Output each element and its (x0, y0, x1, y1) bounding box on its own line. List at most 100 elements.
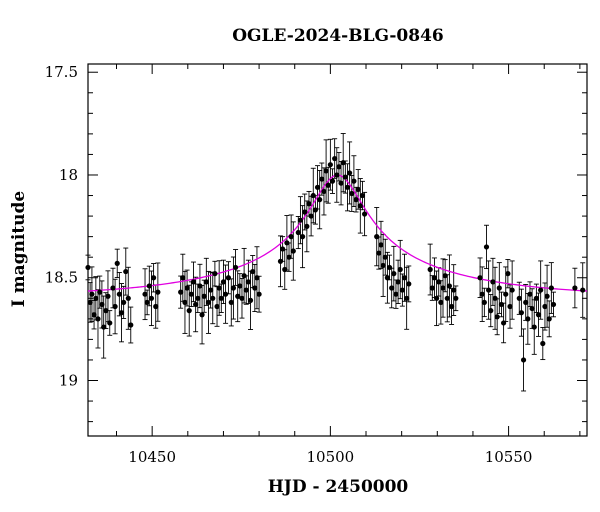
data-point (97, 289, 103, 295)
data-point (239, 295, 245, 301)
data-point (153, 303, 159, 310)
error-bars (85, 133, 586, 392)
data-point (448, 303, 455, 310)
data-point (256, 291, 262, 297)
data-point (195, 295, 201, 301)
data-point (391, 271, 397, 277)
data-point (228, 299, 234, 306)
data-point (252, 285, 258, 291)
data-point (85, 264, 91, 271)
y-tick-label: 18 (59, 166, 78, 184)
data-point (503, 291, 509, 297)
data-point (550, 301, 557, 308)
data-point (395, 279, 401, 285)
data-point (393, 291, 399, 297)
data-point (433, 295, 440, 301)
data-point (319, 176, 325, 182)
data-point (205, 299, 212, 306)
data-point (241, 273, 247, 279)
data-point (314, 184, 321, 190)
data-point (436, 279, 442, 285)
data-point (214, 303, 220, 310)
data-point (361, 211, 368, 217)
data-point (351, 178, 357, 184)
data-point (338, 180, 344, 186)
data-point (284, 240, 290, 246)
data-point (546, 316, 552, 322)
data-point (347, 170, 353, 176)
data-point (399, 287, 405, 293)
data-point (378, 242, 384, 248)
data-point (384, 275, 390, 281)
data-point (334, 172, 340, 178)
data-point (389, 285, 395, 291)
data-point (329, 178, 336, 184)
x-tick-label: 10550 (485, 448, 533, 466)
data-point (479, 291, 485, 297)
data-point (336, 164, 342, 170)
data-point (505, 271, 511, 277)
data-point (520, 357, 527, 363)
data-point (529, 305, 535, 312)
data-point (312, 207, 319, 213)
x-tick-label: 10450 (128, 448, 176, 466)
data-point (380, 262, 386, 269)
data-point (440, 285, 446, 291)
data-point (386, 264, 393, 271)
data-point (355, 186, 361, 192)
data-point (247, 297, 254, 303)
data-point (442, 273, 448, 279)
x-axis-label: HJD - 2450000 (268, 477, 409, 497)
data-point (544, 293, 550, 299)
data-point (453, 295, 459, 301)
data-point (429, 285, 435, 291)
data-point (103, 308, 109, 314)
data-point (357, 203, 363, 209)
data-point (332, 155, 338, 162)
data-point (116, 291, 122, 297)
data-point (99, 301, 105, 308)
tick-labels: 10450 10500 10550 17.5 18 18.5 19 (45, 63, 533, 466)
data-point (527, 291, 533, 297)
data-point (155, 289, 161, 295)
data-point (144, 299, 150, 306)
data-point (216, 285, 222, 291)
data-point (427, 266, 433, 273)
data-point (308, 213, 314, 219)
data-point (280, 246, 286, 252)
data-point (451, 287, 457, 293)
data-point (302, 209, 308, 215)
data-point (190, 279, 197, 285)
data-point (186, 308, 192, 314)
data-point (477, 275, 483, 281)
y-axis-label: I magnitude (9, 191, 29, 308)
data-point (87, 299, 93, 306)
data-point (107, 320, 113, 326)
data-point (509, 287, 515, 293)
axis-ticks (88, 64, 587, 436)
data-point (535, 312, 542, 318)
data-point (118, 310, 125, 316)
data-point (182, 299, 188, 306)
data-point (180, 275, 186, 281)
data-point (444, 295, 450, 301)
y-tick-label: 19 (59, 372, 78, 390)
data-point (523, 299, 529, 306)
data-point (321, 188, 327, 195)
data-points (85, 155, 586, 363)
data-point (188, 291, 194, 297)
data-point (486, 287, 492, 293)
data-point (431, 275, 438, 281)
data-point (218, 295, 224, 301)
data-point (146, 283, 152, 289)
data-point (374, 234, 380, 240)
data-point (232, 264, 239, 271)
data-point (580, 287, 586, 293)
data-point (297, 217, 304, 223)
data-point (525, 316, 531, 322)
data-point (353, 197, 359, 203)
chart-title: OGLE-2024-BLG-0846 (232, 26, 444, 46)
data-point (235, 293, 241, 299)
data-point (349, 190, 355, 197)
